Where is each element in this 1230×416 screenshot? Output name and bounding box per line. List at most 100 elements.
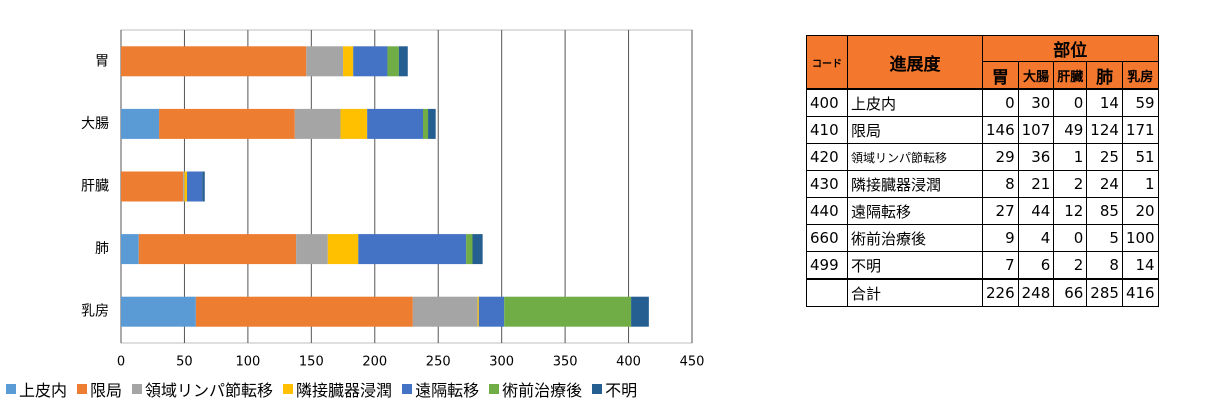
legend-swatch xyxy=(283,384,294,394)
count: 14 xyxy=(1086,88,1123,117)
count: 24 xyxy=(1086,170,1123,198)
bar-segment xyxy=(472,234,483,265)
stage: 上皮内 xyxy=(847,88,983,117)
table-row: 499 不明 7 6 2 8 14 xyxy=(806,251,1159,280)
stage: 合計 xyxy=(847,278,983,307)
x-tick-label: 350 xyxy=(553,355,578,370)
x-tick-label: 450 xyxy=(680,355,705,370)
bar-segment xyxy=(358,234,467,265)
legend-label: 上皮内 xyxy=(19,381,68,400)
bar-segment xyxy=(398,46,408,77)
legend-label: 遠隔転移 xyxy=(415,381,480,400)
count: 25 xyxy=(1086,143,1123,171)
count: 85 xyxy=(1086,197,1123,225)
count: 1 xyxy=(1053,143,1088,171)
bar-segment xyxy=(327,234,359,265)
code: 440 xyxy=(806,197,848,225)
count: 6 xyxy=(1017,251,1055,280)
count: 29 xyxy=(982,143,1019,171)
bar-segment xyxy=(159,108,295,139)
count: 146 xyxy=(982,116,1019,144)
stage: 術前治療後 xyxy=(847,224,983,252)
table-row: 420 領域リンパ節転移 29 36 1 25 51 xyxy=(806,143,1159,171)
plot-area xyxy=(120,29,693,344)
count: 4 xyxy=(1017,224,1055,252)
table-row: 400 上皮内 0 30 0 14 59 xyxy=(806,88,1159,117)
count: 1 xyxy=(1121,170,1159,198)
legend-swatch xyxy=(132,384,143,394)
count: 59 xyxy=(1121,88,1159,117)
legend-item: 不明 xyxy=(592,377,637,401)
count: 124 xyxy=(1086,116,1123,144)
bar-segment xyxy=(294,108,341,139)
legend-item: 遠隔転移 xyxy=(402,377,479,401)
legend-swatch xyxy=(489,384,500,394)
count: 20 xyxy=(1121,197,1159,225)
legend-item: 限局 xyxy=(77,377,122,401)
bar-segment xyxy=(183,171,185,202)
bar-segment xyxy=(121,171,184,202)
stage: 隣接臓器浸潤 xyxy=(847,170,983,198)
bar-segment xyxy=(121,296,196,327)
y-tick-label: 胃 xyxy=(95,53,109,69)
bar-segment xyxy=(343,46,354,77)
table-row: 410 限局 146 107 49 124 171 xyxy=(806,116,1159,144)
bar-segment xyxy=(412,296,478,327)
legend-label: 不明 xyxy=(605,381,638,400)
table-row: 440 遠隔転移 27 44 12 85 20 xyxy=(806,197,1159,225)
count: 12 xyxy=(1053,197,1088,225)
y-tick-label: 肝臓 xyxy=(81,179,109,195)
count: 51 xyxy=(1121,143,1159,171)
bar-segment xyxy=(306,46,344,77)
legend-label: 限局 xyxy=(90,381,123,400)
bar-segment xyxy=(184,171,187,202)
bar-segment xyxy=(121,46,307,77)
site-name: 胃 xyxy=(982,61,1019,90)
site-name: 肝臓 xyxy=(1053,61,1088,90)
x-tick-label: 300 xyxy=(489,355,514,370)
bar-segment xyxy=(195,296,413,327)
legend-swatch xyxy=(402,384,413,394)
count: 14 xyxy=(1121,251,1159,280)
count: 100 xyxy=(1121,224,1159,252)
bar-segment xyxy=(296,234,328,265)
total-count: 66 xyxy=(1053,278,1088,307)
total-count: 416 xyxy=(1121,278,1159,307)
legend-item: 隣接臓器浸潤 xyxy=(283,377,392,401)
bar-segment xyxy=(428,108,436,139)
code-header: コード xyxy=(806,35,848,90)
bar-segment xyxy=(504,296,632,327)
code: 400 xyxy=(806,88,848,117)
y-tick-label: 大腸 xyxy=(81,116,109,132)
code: 430 xyxy=(806,170,848,198)
bar-segment xyxy=(422,108,429,139)
total-row: 合計 226 248 66 285 416 xyxy=(806,278,1159,307)
count: 107 xyxy=(1017,116,1055,144)
legend-label: 隣接臓器浸潤 xyxy=(296,381,393,400)
count: 49 xyxy=(1053,116,1088,144)
stage-header: 進展度 xyxy=(847,35,983,90)
count: 7 xyxy=(982,251,1019,280)
count: 5 xyxy=(1086,224,1123,252)
legend-item: 上皮内 xyxy=(6,377,67,401)
stage: 領域リンパ節転移 xyxy=(847,143,983,171)
table-row: 660 術前治療後 9 4 0 5 100 xyxy=(806,224,1159,252)
stage: 限局 xyxy=(847,116,983,144)
count: 8 xyxy=(982,170,1019,198)
x-tick-label: 250 xyxy=(426,355,451,370)
total-count: 226 xyxy=(982,278,1019,307)
code: 660 xyxy=(806,224,848,252)
bar-segment xyxy=(631,296,649,327)
count: 27 xyxy=(982,197,1019,225)
legend: 上皮内 限局 領域リンパ節転移 隣接臓器浸潤 遠隔転移 術前治療後 不明 xyxy=(6,377,637,401)
y-tick-label: 乳房 xyxy=(81,304,109,320)
legend-swatch xyxy=(592,384,603,394)
count: 21 xyxy=(1017,170,1055,198)
x-tick-label: 100 xyxy=(235,355,260,370)
site-name: 肺 xyxy=(1086,61,1123,90)
legend-label: 領域リンパ節転移 xyxy=(145,381,274,400)
data-table: コード 進展度 部位 胃大腸 肝臓肺乳房 400 上皮内 0 30 0 14 59 410 限局 1… xyxy=(806,35,1159,307)
bar-segment xyxy=(477,296,479,327)
